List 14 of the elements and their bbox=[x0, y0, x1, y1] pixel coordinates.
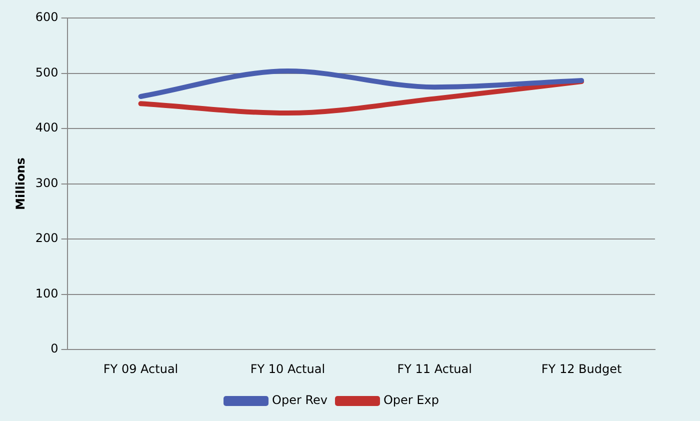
y-tick-label: 400 bbox=[35, 120, 58, 135]
x-tick-label: FY 12 Budget bbox=[541, 362, 622, 376]
y-tick-label: 300 bbox=[35, 176, 58, 190]
y-tick-label: 600 bbox=[35, 10, 58, 24]
legend-label: Oper Rev bbox=[272, 393, 328, 408]
y-tick-label: 100 bbox=[35, 286, 58, 300]
y-tick-label: 500 bbox=[35, 65, 58, 80]
x-tick-label: FY 09 Actual bbox=[103, 362, 178, 376]
y-tick-label: 200 bbox=[35, 231, 58, 246]
x-tick-label: FY 11 Actual bbox=[397, 362, 472, 376]
y-axis-title: Millions bbox=[13, 158, 28, 210]
y-tick-label: 0 bbox=[50, 342, 58, 356]
legend-label: Oper Exp bbox=[383, 393, 439, 408]
x-tick-label: FY 10 Actual bbox=[250, 362, 326, 376]
